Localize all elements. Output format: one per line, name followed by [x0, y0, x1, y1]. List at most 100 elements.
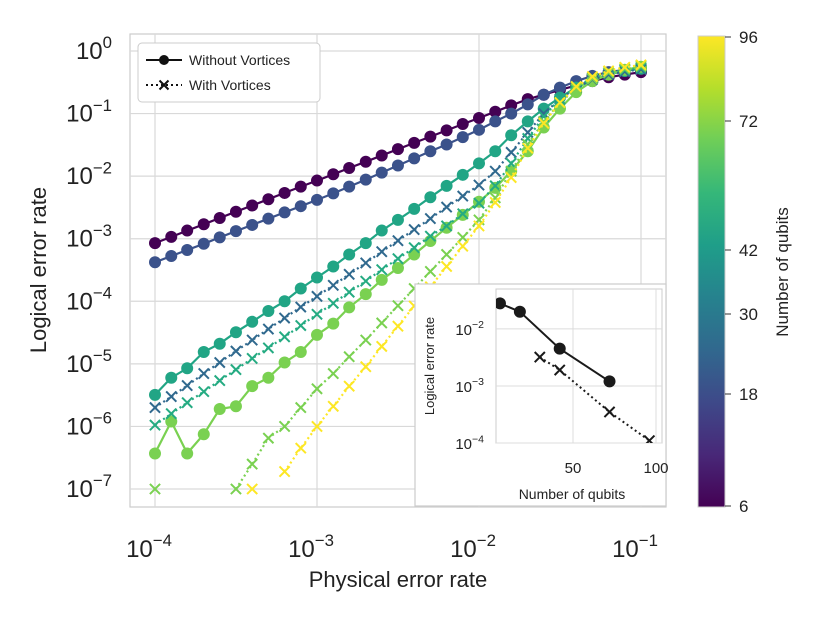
- main-data-point: [343, 286, 355, 298]
- inset-data-point: [553, 342, 566, 355]
- main-data-point: [375, 317, 388, 329]
- main-x-axis-label: Physical error rate: [309, 567, 488, 592]
- main-data-point: [278, 356, 291, 369]
- main-y-tick-label-base: 10: [76, 38, 103, 65]
- main-data-point: [456, 190, 469, 202]
- main-data-point: [149, 237, 161, 250]
- inset-data-point: [603, 375, 616, 388]
- main-data-point: [521, 115, 534, 128]
- main-data-point: [294, 301, 307, 313]
- inset-data-point: [643, 434, 656, 443]
- main-data-point: [554, 96, 566, 109]
- main-y-axis-label: Logical error rate: [26, 187, 51, 353]
- main-data-point: [505, 107, 518, 120]
- main-data-point: [246, 334, 258, 346]
- main-y-tick-label-exponent: −5: [93, 346, 112, 365]
- colorbar: 6 18 30 42 72 96 Number of qubits: [697, 28, 792, 516]
- main-data-point: [359, 237, 372, 250]
- legend-label-with-vortices: With Vortices: [189, 77, 271, 93]
- main-data-point: [554, 93, 566, 105]
- main-y-tick-label: 10−5: [66, 346, 112, 378]
- main-data-point: [473, 197, 485, 209]
- main-data-point: [635, 61, 647, 74]
- main-data-point: [343, 180, 356, 193]
- main-data-point: [327, 297, 340, 310]
- main-data-point: [262, 371, 275, 384]
- main-data-point: [424, 212, 437, 225]
- main-data-point: [408, 241, 420, 254]
- main-data-point: [181, 362, 194, 375]
- main-data-point: [246, 380, 259, 393]
- main-data-point: [197, 345, 210, 358]
- main-data-point: [181, 447, 194, 460]
- main-data-point: [294, 200, 307, 213]
- colorbar-tick-label: 96: [739, 28, 758, 47]
- main-series-group: [149, 59, 647, 495]
- main-data-point: [213, 231, 226, 244]
- main-y-tick-label-exponent: 0: [103, 33, 112, 52]
- main-data-point: [489, 105, 502, 118]
- main-data-point: [505, 146, 517, 159]
- legend-x-marker: [158, 79, 170, 91]
- main-data-point: [311, 382, 323, 395]
- main-data-point: [181, 396, 193, 409]
- main-data-point: [456, 118, 469, 131]
- main-data-point: [473, 111, 485, 124]
- main-data-point: [440, 248, 453, 261]
- main-x-tick-label-base: 10: [288, 536, 315, 563]
- main-data-point: [230, 345, 242, 357]
- main-data-point: [278, 420, 291, 433]
- main-data-point: [343, 248, 356, 261]
- main-data-point: [489, 115, 502, 128]
- main-tick-labels: 10−4 10−3 10−2 10−110−710−610−510−410−310−2…: [66, 33, 658, 563]
- main-data-point: [327, 187, 340, 200]
- colorbar-tick-label: 6: [739, 497, 748, 516]
- main-data-point: [262, 323, 275, 335]
- main-x-tick-label-exponent: −2: [477, 531, 496, 550]
- main-data-point: [197, 218, 210, 231]
- main-data-point: [359, 257, 372, 269]
- main-data-point: [246, 218, 259, 231]
- main-data-point: [311, 174, 323, 187]
- main-data-point: [294, 319, 307, 332]
- main-data-point: [197, 367, 210, 380]
- main-y-tick-label-base: 10: [66, 476, 93, 503]
- main-data-point: [440, 260, 453, 273]
- main-data-point: [521, 142, 534, 154]
- inset-y-tick-label: 10−2: [455, 319, 484, 339]
- main-x-tick-label-base: 10: [612, 536, 639, 563]
- main-data-point: [149, 447, 161, 460]
- main-data-point: [424, 230, 437, 242]
- main-data-point: [586, 70, 599, 83]
- main-y-tick-label: 10−1: [66, 96, 112, 128]
- main-data-point: [311, 308, 323, 321]
- main-data-point: [521, 138, 534, 151]
- main-data-point: [473, 179, 485, 191]
- main-data-point: [424, 130, 437, 143]
- legend-entry-with-vortices: With Vortices: [146, 77, 271, 93]
- main-x-tick-label-exponent: −1: [639, 531, 658, 550]
- main-y-tick-label-exponent: −6: [93, 409, 112, 428]
- main-data-point: [618, 61, 631, 74]
- main-data-point: [489, 181, 502, 194]
- main-y-tick-label: 10−4: [66, 283, 112, 315]
- main-data-point: [343, 161, 356, 174]
- inset-data-point: [496, 297, 506, 310]
- main-data-point: [570, 80, 582, 93]
- main-data-point: [213, 356, 226, 369]
- main-data-point: [359, 334, 372, 346]
- main-data-point: [408, 223, 420, 236]
- main-data-point: [408, 202, 421, 215]
- main-data-point: [197, 385, 210, 398]
- inset-data-point: [533, 351, 546, 363]
- main-data-point: [262, 193, 275, 206]
- main-x-tick-label: 10−1: [612, 531, 658, 563]
- main-data-point: [181, 244, 194, 257]
- main-data-point: [440, 220, 453, 232]
- main-data-point: [311, 290, 323, 303]
- main-data-point: [262, 212, 275, 225]
- main-data-point: [521, 98, 534, 111]
- main-data-point: [537, 88, 550, 101]
